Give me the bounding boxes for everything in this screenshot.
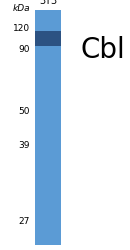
Text: 27: 27 <box>19 217 30 226</box>
Text: 3T3: 3T3 <box>39 0 57 6</box>
Text: 90: 90 <box>18 46 30 54</box>
Bar <box>35 31 61 46</box>
Text: 120: 120 <box>13 24 30 33</box>
Bar <box>35 10 61 245</box>
Text: 39: 39 <box>18 140 30 149</box>
Text: 50: 50 <box>18 107 30 116</box>
Text: Cbl: Cbl <box>81 36 125 64</box>
Text: kDa: kDa <box>12 4 30 13</box>
